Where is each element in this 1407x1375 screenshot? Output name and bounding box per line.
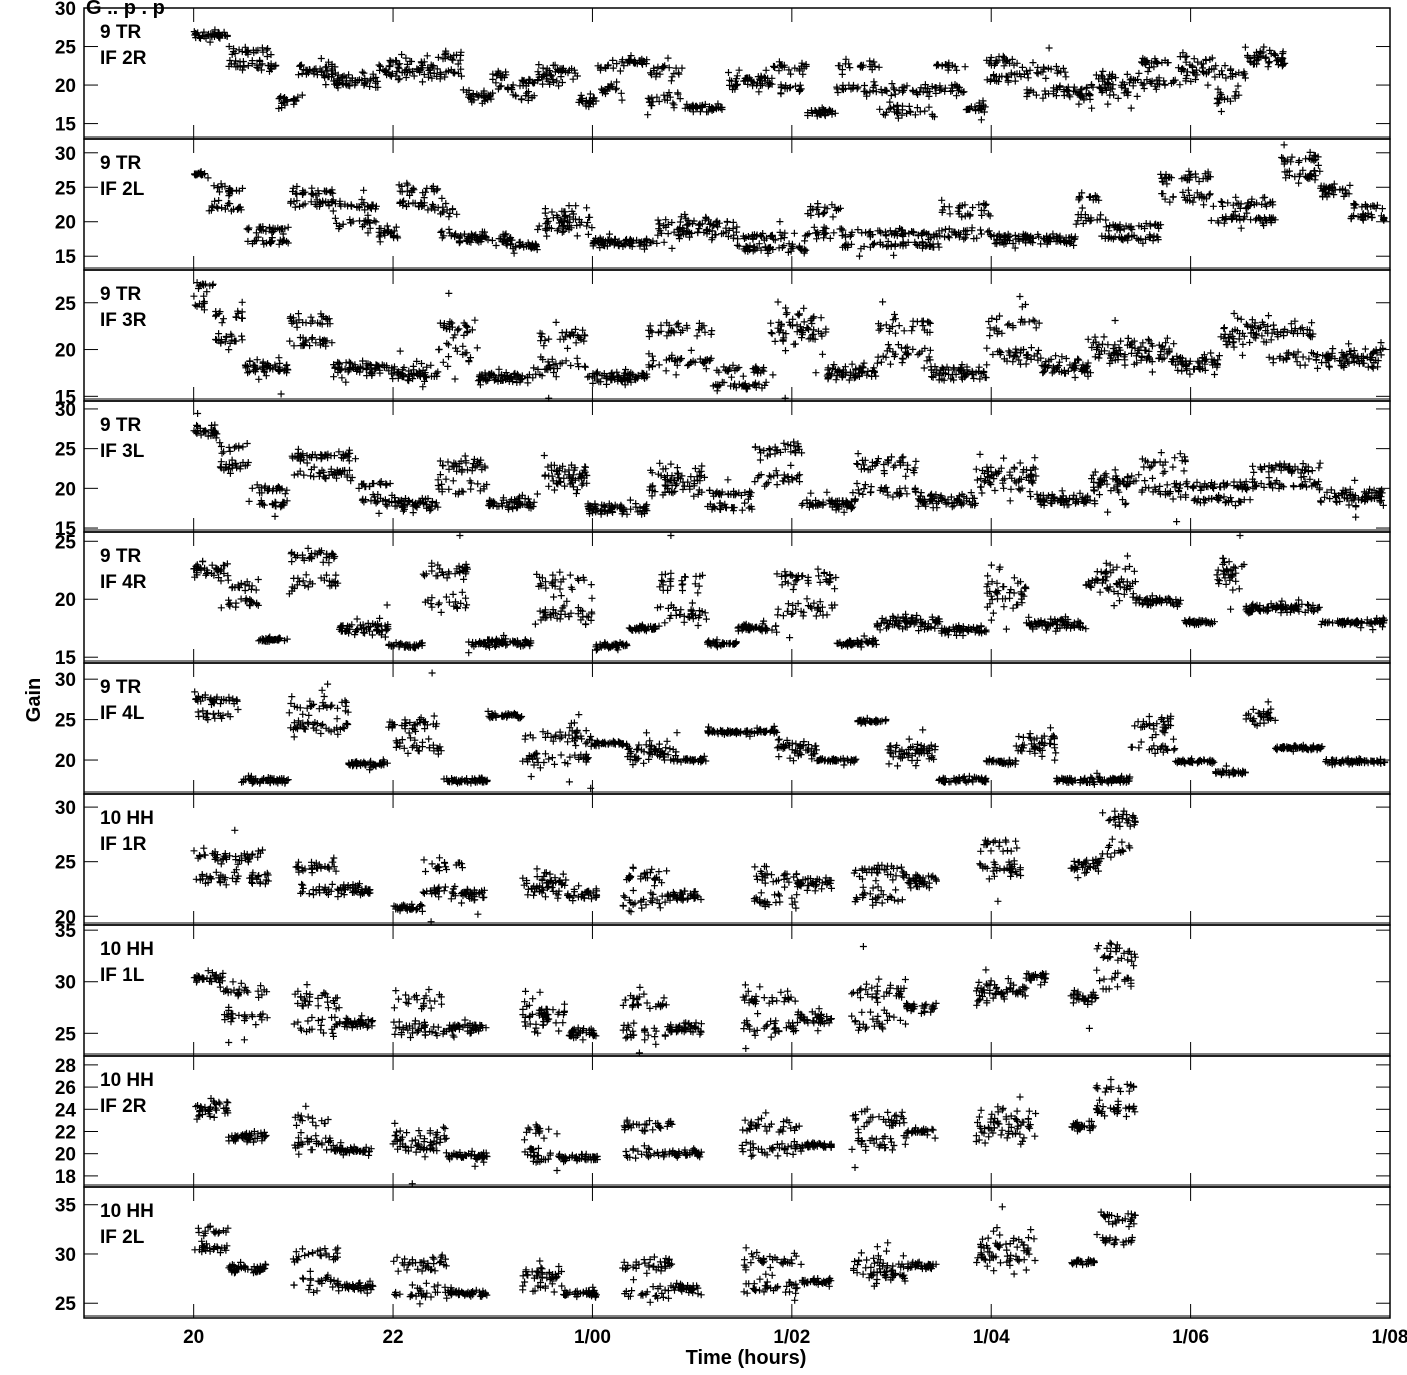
data-markers xyxy=(190,26,1289,124)
panel-7: 20 25 30 10 HH IF 1R xyxy=(55,793,1391,928)
panel-label-antenna: 9 TR xyxy=(100,153,141,174)
y-tick-label: 24 xyxy=(55,1100,77,1121)
y-tick-label: 25 xyxy=(55,853,77,874)
y-tick-label: 15 xyxy=(55,519,77,540)
data-markers xyxy=(190,532,1388,657)
y-tick-label: 15 xyxy=(55,648,77,669)
x-tick-label: 1/06 xyxy=(1172,1327,1209,1348)
panel-label-antenna: 10 HH xyxy=(100,939,154,960)
data-markers xyxy=(190,939,1139,1057)
panel-1: 15 20 25 30 9 TR IF 2R xyxy=(55,0,1391,140)
x-tick-label: 1/00 xyxy=(574,1327,611,1348)
panel-label-if: IF 2L xyxy=(100,1227,145,1248)
data-markers xyxy=(190,410,1387,526)
panel-label-antenna: 10 HH xyxy=(100,1201,154,1222)
y-tick-label: 35 xyxy=(55,1196,77,1217)
x-tick-label: 20 xyxy=(183,1327,204,1348)
x-tick-label: 1/04 xyxy=(973,1327,1010,1348)
panel-6: 20 25 30 9 TR IF 4L xyxy=(55,662,1391,795)
y-tick-label: 15 xyxy=(55,115,77,136)
y-tick-label: 20 xyxy=(55,590,76,611)
y-tick-label: 30 xyxy=(55,670,76,691)
panel-label-if: IF 4R xyxy=(100,572,147,593)
y-tick-label: 15 xyxy=(55,387,77,408)
y-tick-label: 35 xyxy=(55,921,77,942)
panel-frame xyxy=(83,138,1391,271)
y-tick-label: 26 xyxy=(55,1078,76,1099)
y-tick-label: 28 xyxy=(55,1056,76,1077)
panel-label-antenna: 9 TR xyxy=(100,22,141,43)
panel-label-antenna: 9 TR xyxy=(100,677,141,698)
y-tick-label: 25 xyxy=(55,38,77,59)
data-markers xyxy=(191,141,1388,260)
figure-title-fragment: G .. p . p xyxy=(86,0,165,19)
x-tick-labels: 20 22 1/00 1/02 1/04 1/06 1/08 xyxy=(183,1327,1407,1348)
panel-8: 25 30 35 10 HH IF 1L xyxy=(55,921,1391,1057)
data-markers xyxy=(190,279,1387,402)
y-tick-label: 30 xyxy=(55,400,76,421)
panel-label-if: IF 3R xyxy=(100,310,147,331)
y-axis-label: Gain xyxy=(23,678,45,722)
x-tick-label: 22 xyxy=(382,1327,403,1348)
panel-frame xyxy=(83,269,1391,402)
y-tick-label: 30 xyxy=(55,798,76,819)
panel-frame xyxy=(83,1186,1391,1319)
y-tick-label: 15 xyxy=(55,247,77,268)
y-tick-label: 20 xyxy=(55,907,76,928)
y-tick-label: 30 xyxy=(55,0,76,20)
x-tick-label: 1/08 xyxy=(1372,1327,1407,1348)
y-tick-label: 25 xyxy=(55,294,77,315)
y-tick-label: 25 xyxy=(55,711,77,732)
x-tick-label: 1/02 xyxy=(773,1327,810,1348)
y-tick-label: 25 xyxy=(55,178,77,199)
panel-label-if: IF 2R xyxy=(100,1096,147,1117)
y-tick-label: 25 xyxy=(55,532,77,553)
panel-label-antenna: 9 TR xyxy=(100,284,141,305)
panel-frame xyxy=(83,400,1391,533)
data-markers xyxy=(190,807,1139,926)
panel-label-antenna: 9 TR xyxy=(100,546,141,567)
panel-label-antenna: 10 HH xyxy=(100,1070,154,1091)
panel-frame xyxy=(83,1055,1391,1188)
y-tick-label: 20 xyxy=(55,341,76,362)
panel-label-if: IF 3L xyxy=(100,441,145,462)
panel-frame xyxy=(83,924,1391,1057)
panel-2: 15 20 25 30 9 TR IF 2L xyxy=(55,138,1391,271)
panel-label-if: IF 1R xyxy=(100,834,147,855)
y-tick-label: 18 xyxy=(55,1167,76,1188)
panel-label-antenna: 9 TR xyxy=(100,415,141,436)
panel-5: 15 20 25 9 TR IF 4R xyxy=(55,531,1391,669)
data-markers xyxy=(192,1076,1139,1188)
y-tick-label: 20 xyxy=(55,76,76,97)
y-tick-label: 30 xyxy=(55,1245,76,1266)
data-markers xyxy=(191,669,1389,792)
y-tick-label: 20 xyxy=(55,751,76,772)
panel-label-antenna: 10 HH xyxy=(100,808,154,829)
panel-label-if: IF 2R xyxy=(100,48,147,69)
data-markers xyxy=(191,1203,1139,1308)
y-tick-label: 25 xyxy=(55,1294,77,1315)
panel-3: 15 20 25 9 TR IF 3R xyxy=(55,269,1391,408)
x-axis-label: Time (hours) xyxy=(686,1347,807,1369)
panel-label-if: IF 1L xyxy=(100,965,145,986)
panel-label-if: IF 2L xyxy=(100,179,145,200)
panel-10: 25 30 35 10 HH IF 2L xyxy=(55,1186,1391,1319)
y-tick-label: 25 xyxy=(55,440,77,461)
panel-4: 15 20 25 30 9 TR IF 3L xyxy=(55,400,1391,540)
y-tick-label: 20 xyxy=(55,1145,76,1166)
y-tick-label: 20 xyxy=(55,479,76,500)
y-tick-label: 30 xyxy=(55,973,76,994)
panel-frame xyxy=(83,793,1391,926)
panel-label-if: IF 4L xyxy=(100,703,145,724)
y-tick-label: 22 xyxy=(55,1122,76,1143)
y-tick-label: 30 xyxy=(55,144,76,165)
y-tick-label: 20 xyxy=(55,213,76,234)
y-tick-label: 25 xyxy=(55,1024,77,1045)
